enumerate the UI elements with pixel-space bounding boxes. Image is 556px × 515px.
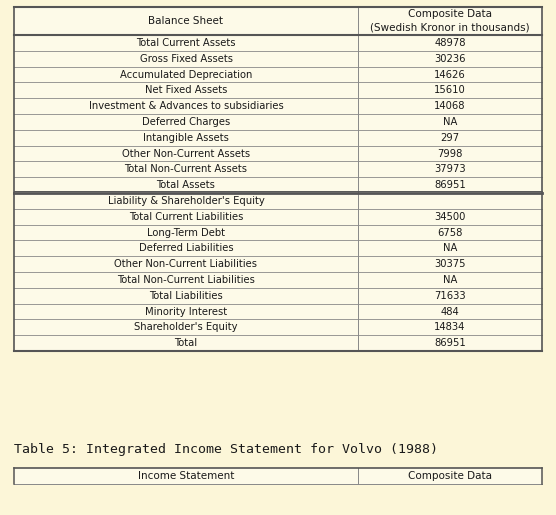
Text: Balance Sheet: Balance Sheet [148,16,224,26]
Text: 14626: 14626 [434,70,466,79]
Text: Intangible Assets: Intangible Assets [143,133,229,143]
Text: 14068: 14068 [434,101,466,111]
Text: Deferred Charges: Deferred Charges [142,117,230,127]
Text: Total Current Assets: Total Current Assets [136,38,236,48]
Text: Total Current Liabilities: Total Current Liabilities [129,212,243,221]
Text: Deferred Liabilities: Deferred Liabilities [138,243,234,253]
Text: 34500: 34500 [434,212,466,221]
Text: 48978: 48978 [434,38,466,48]
Text: 14834: 14834 [434,322,466,332]
Text: Total Non-Current Assets: Total Non-Current Assets [125,164,247,174]
Text: Net Fixed Assets: Net Fixed Assets [145,85,227,95]
Text: Accumulated Depreciation: Accumulated Depreciation [120,70,252,79]
Text: Composite Data: Composite Data [408,471,492,481]
Text: 37973: 37973 [434,164,466,174]
Text: Gross Fixed Assets: Gross Fixed Assets [140,54,232,64]
Text: Other Non-Current Assets: Other Non-Current Assets [122,148,250,159]
Text: NA: NA [443,275,457,285]
Text: Total Non-Current Liabilities: Total Non-Current Liabilities [117,275,255,285]
Bar [14,468,542,484]
Text: Liability & Shareholder's Equity: Liability & Shareholder's Equity [108,196,264,206]
Text: Total Liabilities: Total Liabilities [149,290,223,301]
Text: NA: NA [443,243,457,253]
Text: Minority Interest: Minority Interest [145,306,227,317]
Text: Total Assets: Total Assets [157,180,215,190]
Text: 71633: 71633 [434,290,466,301]
Text: 86951: 86951 [434,180,466,190]
Text: Table 5: Integrated Income Statement for Volvo (1988): Table 5: Integrated Income Statement for… [14,443,438,456]
Text: 30236: 30236 [434,54,466,64]
Text: Composite Data
(Swedish Kronor in thousands): Composite Data (Swedish Kronor in thousa… [370,9,530,33]
Text: 6758: 6758 [438,228,463,237]
Text: Income Statement: Income Statement [138,471,234,481]
Text: Other Non-Current Liabilities: Other Non-Current Liabilities [115,259,257,269]
Text: NA: NA [443,117,457,127]
Text: 7998: 7998 [438,148,463,159]
Text: Total: Total [175,338,197,348]
Text: Investment & Advances to subsidiaries: Investment & Advances to subsidiaries [88,101,284,111]
Text: 297: 297 [440,133,460,143]
Text: 484: 484 [440,306,459,317]
Bar [14,7,542,351]
Text: Shareholder's Equity: Shareholder's Equity [134,322,238,332]
Text: 86951: 86951 [434,338,466,348]
Text: Long-Term Debt: Long-Term Debt [147,228,225,237]
Text: 30375: 30375 [434,259,466,269]
Text: 15610: 15610 [434,85,466,95]
